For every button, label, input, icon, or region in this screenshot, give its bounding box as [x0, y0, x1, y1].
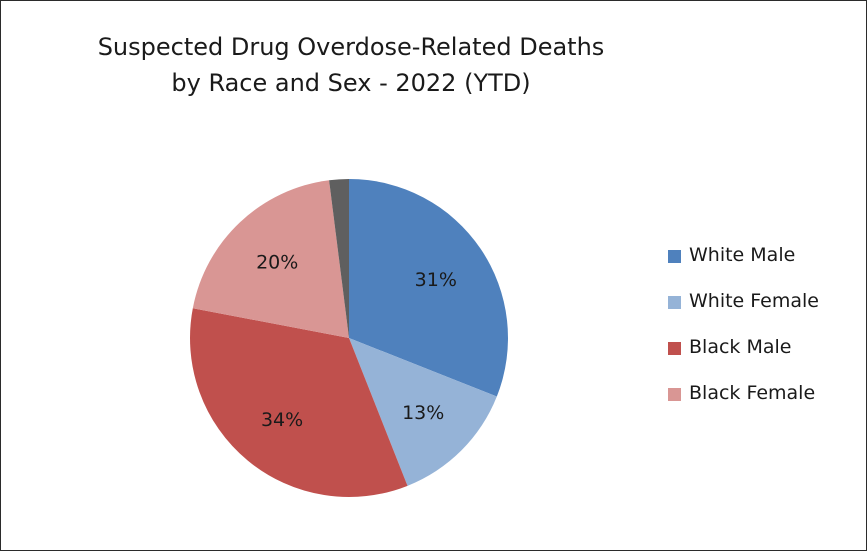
legend-swatch	[668, 388, 681, 401]
legend-label: Black Female	[689, 382, 816, 404]
legend-label: White Female	[689, 290, 819, 312]
data-label-black-male: 34%	[261, 409, 303, 431]
data-label-white-female: 13%	[402, 402, 444, 424]
chart-title-line-2: by Race and Sex - 2022 (YTD)	[171, 69, 531, 97]
pie-slice-white-male	[349, 179, 508, 397]
pie-slice-black-female	[192, 180, 349, 338]
pie-slice-white-female	[349, 338, 497, 486]
legend-swatch	[668, 250, 681, 263]
legend-swatch	[668, 342, 681, 355]
data-label-white-male: 31%	[415, 269, 457, 291]
chart-title-line-1: Suspected Drug Overdose-Related Deaths	[97, 33, 605, 61]
legend-swatch	[668, 296, 681, 309]
legend-label: White Male	[689, 244, 796, 266]
pie-slice-black-male	[190, 308, 408, 497]
data-label-black-female: 20%	[256, 252, 298, 274]
pie-slice-other	[329, 179, 349, 338]
legend-label: Black Male	[689, 336, 792, 358]
